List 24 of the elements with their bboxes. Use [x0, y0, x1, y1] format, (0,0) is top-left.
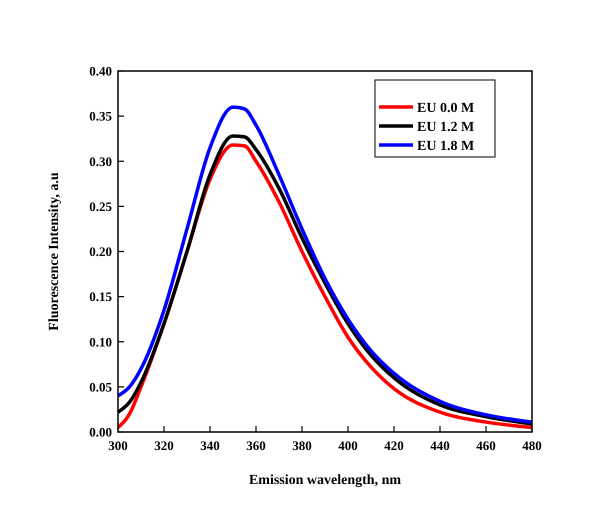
y-tick-label: 0.05: [89, 379, 112, 394]
y-tick-label: 0.40: [89, 64, 112, 79]
x-tick-label: 320: [154, 438, 174, 453]
x-tick-label: 460: [476, 438, 496, 453]
x-axis-title: Emission wavelength, nm: [248, 473, 402, 488]
x-tick-label: 420: [384, 438, 404, 453]
legend-label: EU 1.2 M: [417, 120, 474, 135]
x-tick-label: 400: [338, 438, 358, 453]
x-tick-label: 340: [200, 438, 220, 453]
y-axis-title: Fluorescence Intensity, a.u: [47, 172, 62, 331]
x-tick-label: 380: [292, 438, 312, 453]
y-tick-label: 0.30: [89, 154, 112, 169]
legend-label: EU 0.0 M: [417, 100, 474, 116]
y-tick-label: 0.15: [89, 289, 112, 304]
x-tick-label: 300: [108, 438, 128, 453]
y-tick-label: 0.10: [89, 334, 112, 350]
x-tick-label: 360: [246, 438, 266, 453]
y-tick-label: 0.25: [89, 198, 112, 214]
y-tick-label: 0.00: [89, 424, 112, 440]
legend-label: EU 1.8 M: [417, 138, 474, 154]
y-tick-label: 0.20: [89, 244, 112, 260]
x-tick-label: 440: [430, 438, 450, 453]
x-tick-label: 480: [522, 438, 542, 453]
y-tick-label: 0.35: [89, 108, 112, 124]
